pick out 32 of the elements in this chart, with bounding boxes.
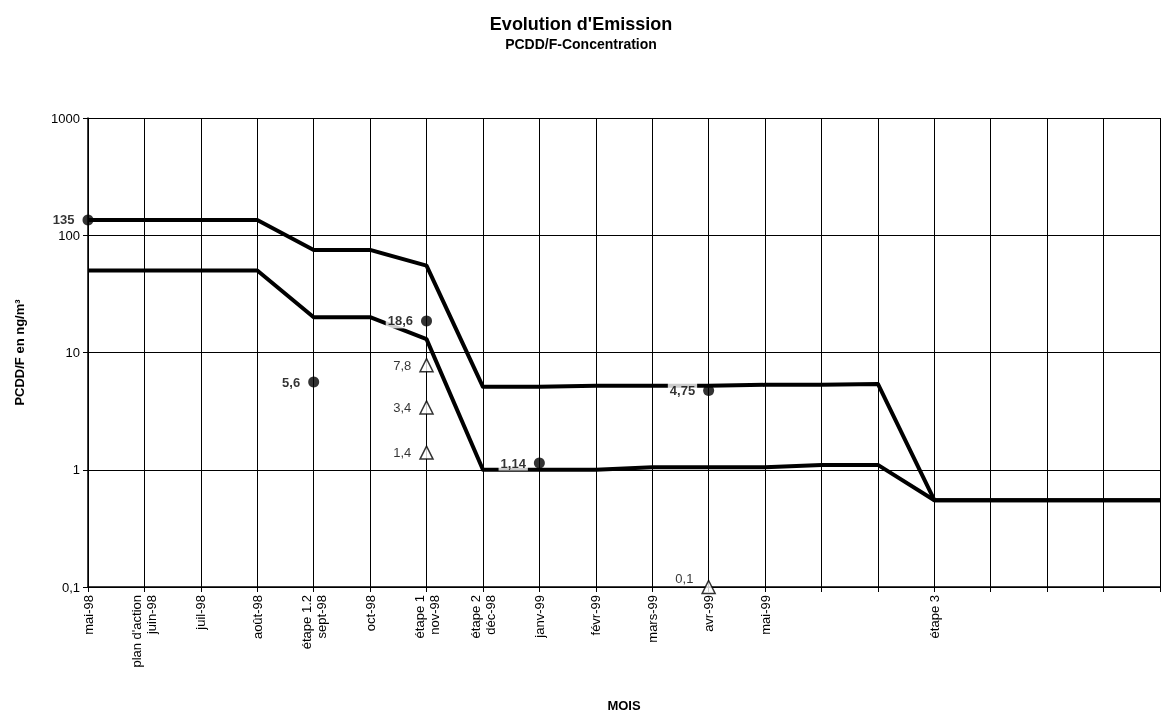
y-tick-label: 0,1 <box>61 579 80 595</box>
x-tick-label: oct-98 <box>362 595 378 632</box>
x-tick-label: étape 2 déc-98 <box>467 595 498 639</box>
data-label: 3,4 <box>393 399 412 415</box>
data-label: 1,14 <box>500 455 527 471</box>
data-label: 1,4 <box>393 445 412 461</box>
x-tick-label: févr-99 <box>588 595 604 636</box>
x-tick-label: mai-99 <box>757 595 773 635</box>
x-tick-label: étape 1.2 sept-98 <box>298 595 329 650</box>
data-label: 7,8 <box>393 357 412 373</box>
data-label: 0,1 <box>675 570 694 586</box>
data-label: 5,6 <box>282 374 301 390</box>
x-tick-label: mars-99 <box>644 595 660 643</box>
chart-title: Evolution d'Emission <box>489 14 673 34</box>
y-tick-label: 10 <box>65 345 80 360</box>
y-axis-title: PCDD/F en ng/m³ <box>12 298 27 406</box>
data-label: 4,75 <box>669 382 696 398</box>
x-tick-label: plan d'action juin-98 <box>129 595 160 668</box>
x-tick-label: étape 1 nov-98 <box>411 595 442 639</box>
chart-subtitle: PCDD/F-Concentration <box>505 36 657 52</box>
x-axis-title: MOIS <box>607 698 641 713</box>
x-tick-label: juil-98 <box>193 595 209 631</box>
x-tick-label: août-98 <box>249 595 265 640</box>
x-tick-label: avr-99 <box>701 595 717 632</box>
x-tick-label: étape 3 <box>926 595 942 639</box>
x-tick-label: janv-99 <box>531 595 547 639</box>
y-tick-label: 100 <box>58 227 80 243</box>
x-tick-label: mai-98 <box>80 595 96 635</box>
y-tick-label: 1000 <box>51 110 80 126</box>
y-tick-label: 1 <box>72 462 80 478</box>
data-label: 18,6 <box>387 313 414 329</box>
data-label: 135 <box>52 212 75 228</box>
